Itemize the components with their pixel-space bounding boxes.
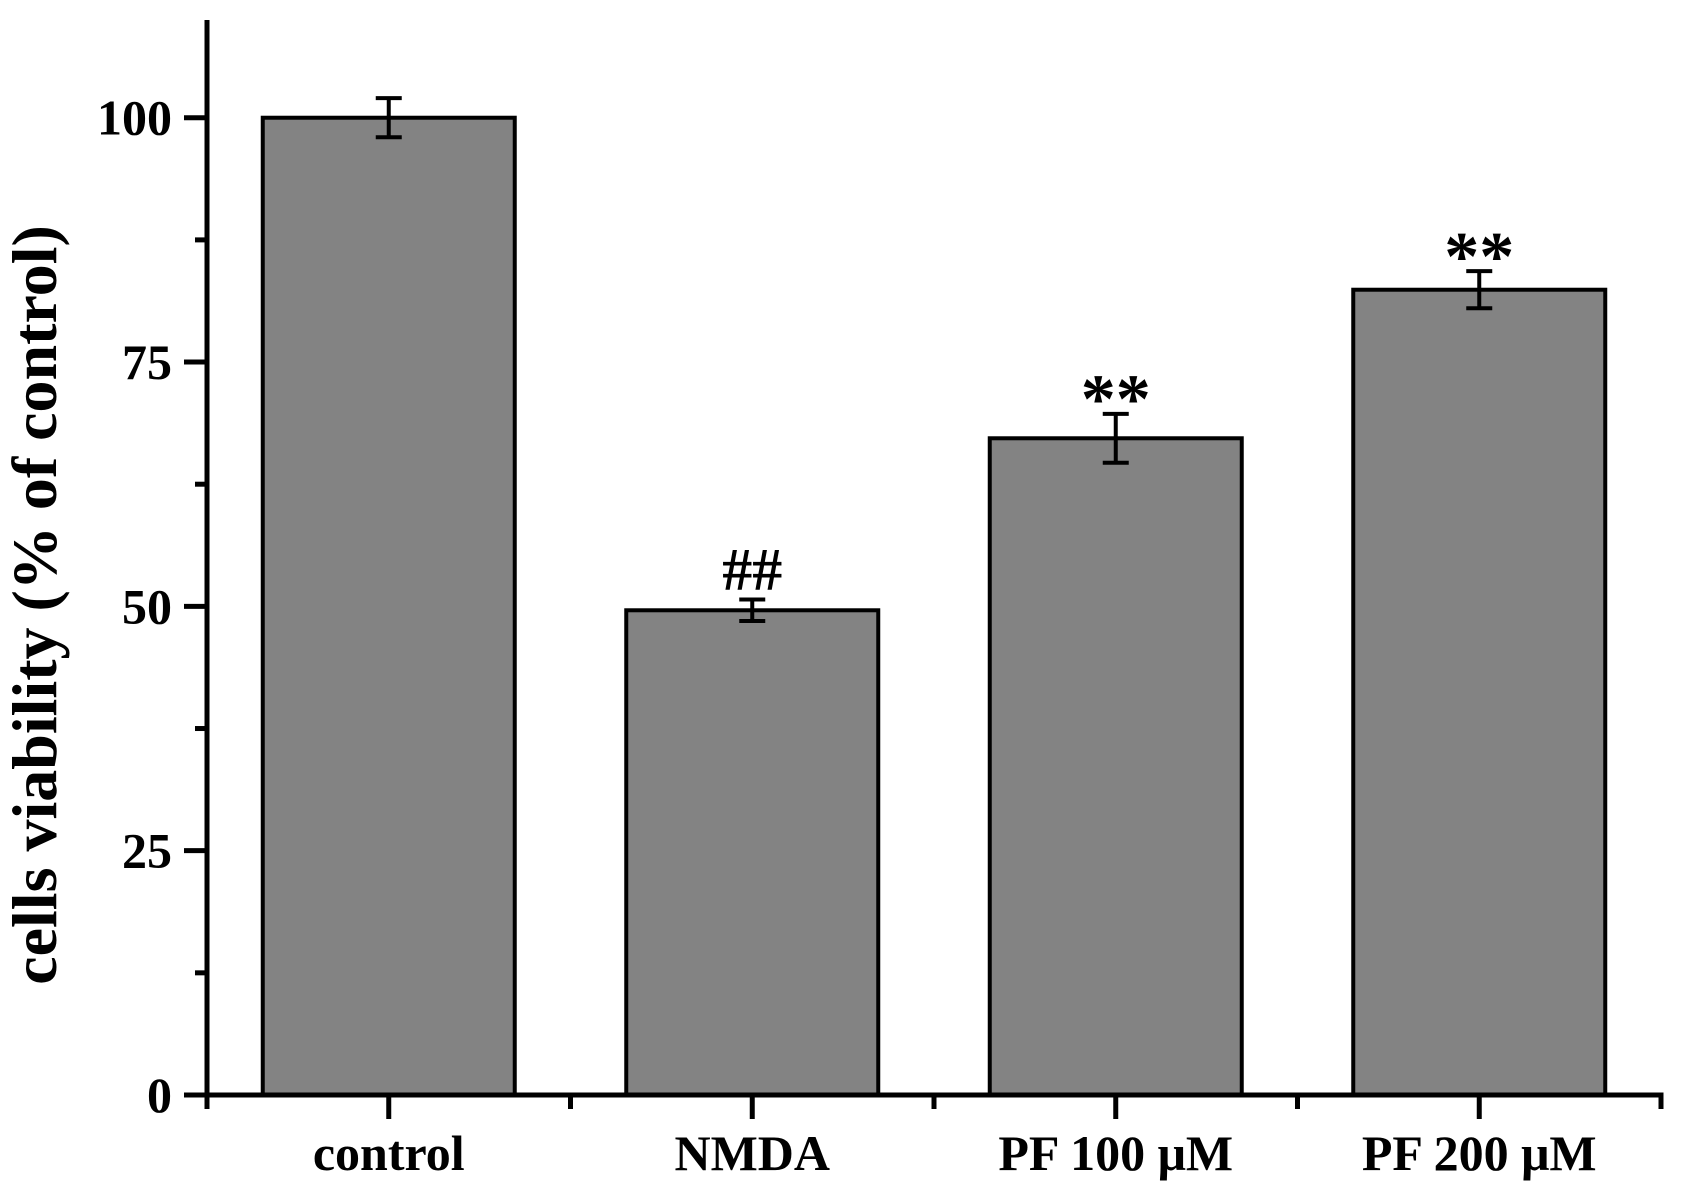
y-tick-label-50: 50 xyxy=(122,578,172,634)
significance-annotation-pf-200-m: ** xyxy=(1444,219,1514,296)
y-tick-label-0: 0 xyxy=(147,1067,172,1123)
y-tick-label-25: 25 xyxy=(122,823,172,879)
x-category-label-pf-100-m: PF 100 μM xyxy=(998,1125,1233,1181)
significance-annotation-nmda: ## xyxy=(722,537,782,603)
x-category-label-nmda: NMDA xyxy=(674,1125,830,1181)
bar-pf-200-m xyxy=(1351,287,1608,1097)
bar-control xyxy=(260,115,517,1097)
significance-annotation-pf-100-m: ** xyxy=(1081,362,1151,439)
y-tick-label-100: 100 xyxy=(97,90,172,146)
bar-nmda xyxy=(624,608,881,1097)
x-category-label-control: control xyxy=(313,1125,465,1181)
x-category-label-pf-200-m: PF 200 μM xyxy=(1362,1125,1597,1181)
y-axis-label: cells viability (% of control) xyxy=(0,225,70,985)
y-tick-label-75: 75 xyxy=(122,334,172,390)
bar-pf-100-m xyxy=(987,436,1244,1098)
